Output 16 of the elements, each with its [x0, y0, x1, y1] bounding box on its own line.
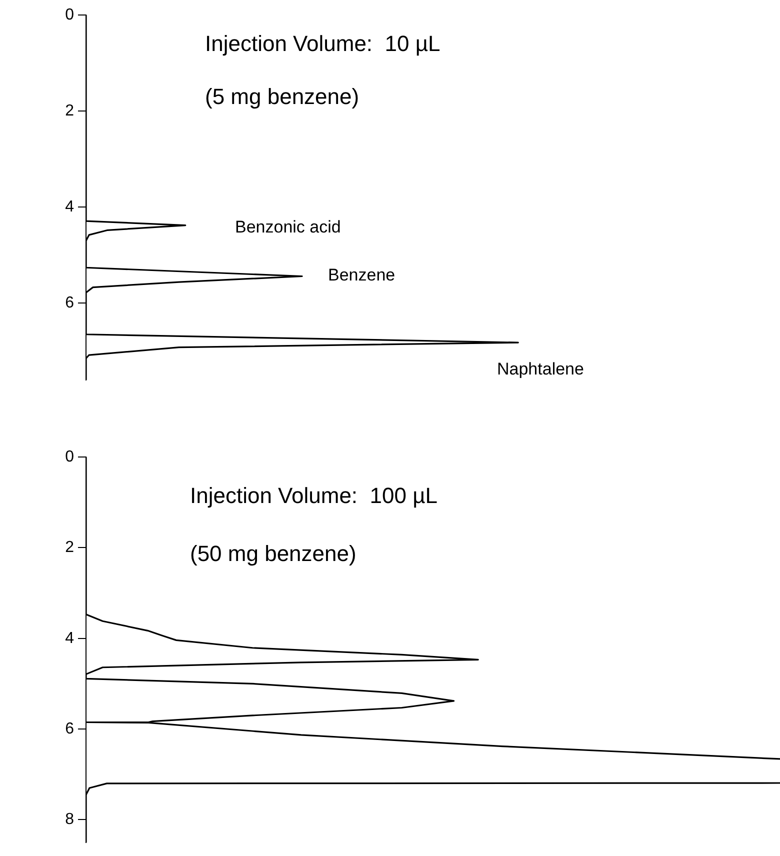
- y-tick-label: 4: [65, 630, 74, 647]
- annotation: Naphtalene: [497, 360, 584, 379]
- y-tick-label: 2: [65, 102, 74, 120]
- y-tick-label: 6: [65, 294, 74, 312]
- y-tick-label: 0: [65, 448, 74, 466]
- text: Injection Volume: 100 µL: [190, 483, 438, 508]
- y-tick-label: 8: [65, 811, 74, 828]
- y-tick-label: 4: [65, 198, 74, 216]
- y-tick-label: 0: [65, 6, 74, 24]
- text: (50 mg benzene): [190, 541, 356, 566]
- annotation: Benzene: [328, 266, 396, 285]
- text: (5 mg benzene): [205, 84, 360, 110]
- y-tick-label: 6: [65, 720, 74, 738]
- text: Injection Volume: 10 µL: [205, 31, 440, 56]
- y-tick-label: 2: [65, 539, 74, 556]
- annotation: Benzonic acid: [235, 218, 341, 237]
